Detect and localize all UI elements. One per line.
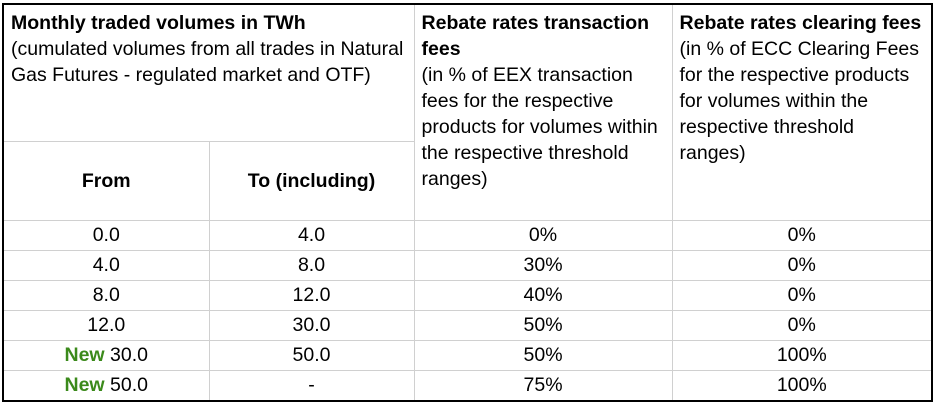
clearing-header-title: Rebate rates clearing fees — [679, 12, 922, 34]
from-cell: 8.0 — [2, 279, 210, 311]
to-cell: 30.0 — [208, 309, 415, 341]
from-cell: 0.0 — [2, 219, 210, 251]
from-value: 30.0 — [110, 344, 148, 366]
volumes-header-description: (cumulated volumes from all trades in Na… — [11, 38, 404, 86]
volumes-header-cell: Monthly traded volumes in TWh (cumulated… — [2, 3, 415, 142]
to-cell: - — [208, 369, 415, 401]
clearing-rate-cell: 0% — [671, 249, 933, 281]
clearing-rate-cell: 0% — [671, 309, 933, 341]
to-cell: 4.0 — [208, 219, 415, 251]
clearing-header-cell: Rebate rates clearing fees (in % of ECC … — [671, 3, 933, 221]
clearing-rate-cell: 100% — [671, 369, 933, 401]
from-column-header: From — [2, 140, 210, 221]
rebate-table: Monthly traded volumes in TWh (cumulated… — [2, 3, 934, 402]
transaction-rate-cell: 50% — [413, 339, 673, 371]
clearing-rate-cell: 100% — [671, 339, 933, 371]
from-value: 4.0 — [92, 254, 120, 276]
table-row: 8.0 12.0 40% 0% — [2, 279, 933, 311]
table-row: New 30.0 50.0 50% 100% — [2, 339, 933, 371]
table-row: 12.0 30.0 50% 0% — [2, 309, 933, 341]
from-value: 12.0 — [87, 314, 126, 336]
to-cell: 12.0 — [208, 279, 415, 311]
clearing-rate-cell: 0% — [671, 279, 933, 311]
from-value: 50.0 — [110, 374, 148, 396]
table-row: New 50.0 - 75% 100% — [2, 369, 933, 401]
table-row: 0.0 4.0 0% 0% — [2, 219, 933, 251]
transaction-rate-cell: 30% — [413, 249, 673, 281]
transaction-rate-cell: 75% — [413, 369, 673, 401]
to-column-header: To (including) — [208, 140, 415, 221]
transaction-header-title: Rebate rates transaction fees — [421, 12, 650, 60]
from-cell: New 50.0 — [2, 369, 210, 401]
table-row: 4.0 8.0 30% 0% — [2, 249, 933, 281]
transaction-rate-cell: 40% — [413, 279, 673, 311]
rebate-table-container: Monthly traded volumes in TWh (cumulated… — [2, 3, 934, 402]
from-value: 8.0 — [92, 284, 120, 306]
transaction-header-cell: Rebate rates transaction fees (in % of E… — [413, 3, 673, 221]
transaction-header-description: (in % of EEX transaction fees for the re… — [421, 64, 658, 190]
from-cell: New 30.0 — [2, 339, 210, 371]
volumes-header-title: Monthly traded volumes in TWh — [11, 12, 306, 34]
from-cell: 4.0 — [2, 249, 210, 281]
transaction-rate-cell: 50% — [413, 309, 673, 341]
from-value: 0.0 — [92, 224, 120, 246]
clearing-header-description: (in % of ECC Clearing Fees for the respe… — [679, 38, 920, 164]
new-tag: New — [64, 344, 105, 366]
transaction-rate-cell: 0% — [413, 219, 673, 251]
clearing-rate-cell: 0% — [671, 219, 933, 251]
from-cell: 12.0 — [2, 309, 210, 341]
to-cell: 50.0 — [208, 339, 415, 371]
to-cell: 8.0 — [208, 249, 415, 281]
new-tag: New — [64, 374, 105, 396]
